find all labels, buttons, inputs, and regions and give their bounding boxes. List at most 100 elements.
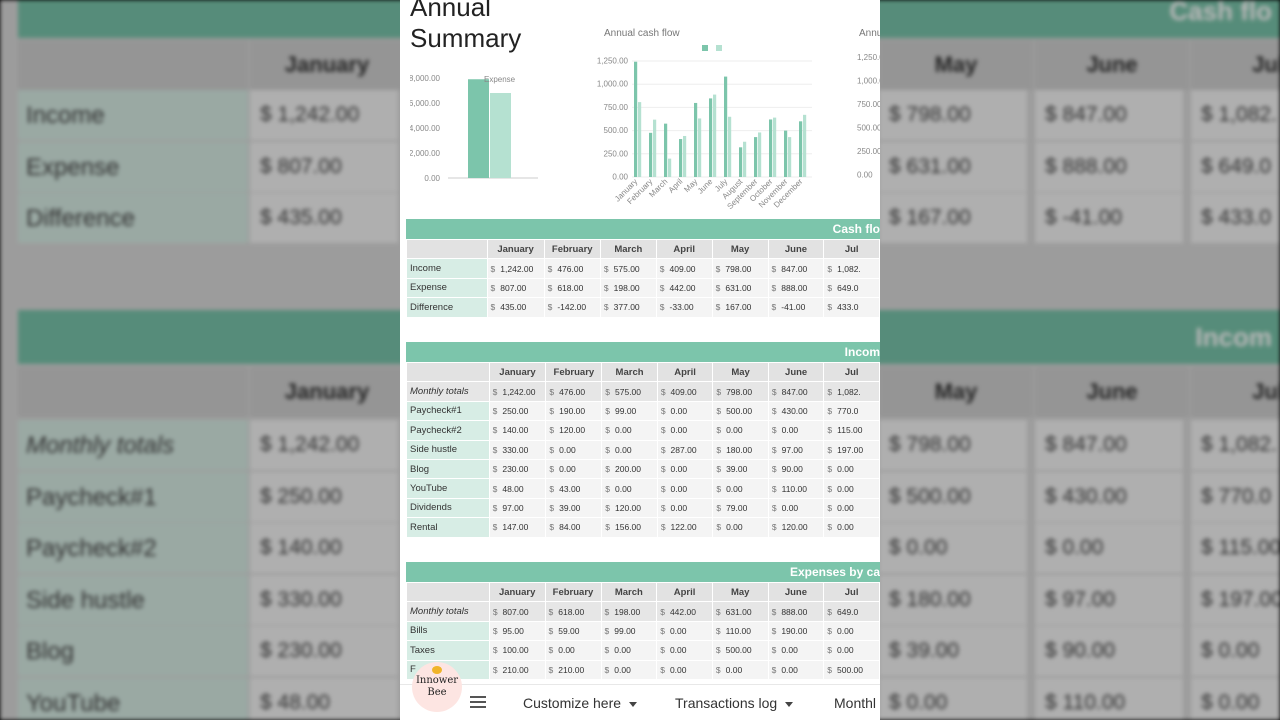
value-cell[interactable]: $79.00 [712,497,769,519]
value-cell[interactable]: $210.00 [488,659,546,680]
value-cell[interactable]: $330.00 [488,439,547,460]
value-cell[interactable]: $0.00 [544,640,602,661]
value-cell[interactable]: $409.00 [656,381,714,402]
value-cell[interactable]: $110.00 [767,478,825,499]
value-cell[interactable]: $888.00 [767,601,825,622]
value-cell[interactable]: $198.00 [599,277,657,299]
value-cell[interactable]: $0.00 [656,478,714,499]
month-header-cell[interactable]: May [711,238,769,260]
all-sheets-menu-icon[interactable] [470,696,486,710]
month-header-cell[interactable]: June [767,361,825,383]
value-cell[interactable]: $140.00 [488,420,547,441]
value-cell[interactable]: $435.00 [486,297,545,318]
value-cell[interactable]: $0.00 [823,640,880,661]
value-cell[interactable]: $1,242.00 [486,258,545,279]
value-cell[interactable]: $847.00 [767,381,825,402]
row-label-cell[interactable]: Income [406,258,488,279]
value-cell[interactable]: $430.00 [767,400,825,422]
value-cell[interactable]: $97.00 [488,497,547,519]
value-cell[interactable]: $0.00 [656,400,714,422]
value-cell[interactable]: $0.00 [711,659,769,680]
value-cell[interactable]: $180.00 [712,439,769,460]
value-cell[interactable]: $120.00 [545,420,603,441]
value-cell[interactable]: $0.00 [656,659,713,680]
tab-transactions-log[interactable]: Transactions log [675,695,794,711]
row-label-cell[interactable]: Difference [406,297,488,318]
value-cell[interactable]: $442.00 [656,601,713,622]
value-cell[interactable]: $0.00 [823,620,880,642]
value-cell[interactable]: $409.00 [655,258,713,279]
row-label-cell[interactable]: Paycheck#1 [406,400,490,422]
value-cell[interactable]: $200.00 [601,458,658,480]
month-header-cell[interactable]: June [767,238,825,260]
value-cell[interactable]: $287.00 [656,439,714,460]
value-cell[interactable]: $190.00 [767,620,825,642]
month-header-cell[interactable]: May [712,361,769,383]
value-cell[interactable]: $0.00 [656,458,714,480]
month-header-cell[interactable]: March [601,361,658,383]
value-cell[interactable]: $0.00 [823,478,880,499]
value-cell[interactable]: $807.00 [488,601,546,622]
value-cell[interactable]: $770.0 [823,400,880,422]
row-label-cell[interactable]: Taxes [406,640,490,661]
value-cell[interactable]: $847.00 [767,258,825,279]
value-cell[interactable]: $0.00 [823,458,880,480]
value-cell[interactable]: $575.00 [599,258,657,279]
value-cell[interactable]: $0.00 [767,640,825,661]
value-cell[interactable]: $500.00 [711,640,769,661]
value-cell[interactable]: $0.00 [823,517,880,538]
value-cell[interactable]: $99.00 [600,620,658,642]
value-cell[interactable]: $0.00 [712,420,769,441]
month-header-cell[interactable]: March [599,238,657,260]
value-cell[interactable]: $0.00 [600,640,658,661]
value-cell[interactable]: $0.00 [767,420,825,441]
value-cell[interactable]: $39.00 [545,497,603,519]
row-label-cell[interactable]: Bills [406,620,490,642]
value-cell[interactable]: $0.00 [601,439,658,460]
value-cell[interactable]: $156.00 [601,517,658,538]
value-cell[interactable]: $888.00 [767,277,825,299]
value-cell[interactable]: $1,242.00 [488,381,547,402]
value-cell[interactable]: $167.00 [711,297,769,318]
value-cell[interactable]: $0.00 [823,497,880,519]
value-cell[interactable]: $230.00 [488,458,547,480]
value-cell[interactable]: $798.00 [712,381,769,402]
header-corner-cell[interactable] [406,238,488,260]
value-cell[interactable]: $1,082. [823,258,880,279]
row-label-cell[interactable]: Paycheck#2 [406,420,490,441]
value-cell[interactable]: $618.00 [544,601,602,622]
month-header-cell[interactable]: March [600,581,658,603]
value-cell[interactable]: $0.00 [601,420,658,441]
value-cell[interactable]: $ -33.00 [655,297,713,318]
value-cell[interactable]: $0.00 [656,640,713,661]
value-cell[interactable]: $39.00 [712,458,769,480]
value-cell[interactable]: $649.0 [823,277,880,299]
value-cell[interactable]: $500.00 [712,400,769,422]
value-cell[interactable]: $95.00 [488,620,546,642]
row-label-cell[interactable]: YouTube [406,478,490,499]
value-cell[interactable]: $807.00 [486,277,545,299]
value-cell[interactable]: $0.00 [767,659,825,680]
month-header-cell[interactable]: January [488,581,546,603]
value-cell[interactable]: $0.00 [656,420,714,441]
value-cell[interactable]: $649.0 [823,601,880,622]
value-cell[interactable]: $798.00 [711,258,769,279]
month-header-cell[interactable]: April [655,238,713,260]
month-header-cell[interactable]: January [488,361,547,383]
header-corner-cell[interactable] [406,581,490,603]
value-cell[interactable]: $442.00 [655,277,713,299]
value-cell[interactable]: $147.00 [488,517,547,538]
value-cell[interactable]: $575.00 [601,381,658,402]
value-cell[interactable]: $0.00 [712,517,769,538]
value-cell[interactable]: $631.00 [711,601,769,622]
value-cell[interactable]: $500.00 [823,659,880,680]
value-cell[interactable]: $476.00 [543,258,601,279]
row-label-cell[interactable]: Dividends [406,497,490,519]
value-cell[interactable]: $1,082. [823,381,880,402]
month-header-cell[interactable]: February [543,238,601,260]
value-cell[interactable]: $120.00 [767,517,825,538]
month-header-cell[interactable]: Jul [823,238,880,260]
value-cell[interactable]: $43.00 [545,478,603,499]
row-label-cell[interactable]: Side hustle [406,439,490,460]
value-cell[interactable]: $ -41.00 [767,297,825,318]
